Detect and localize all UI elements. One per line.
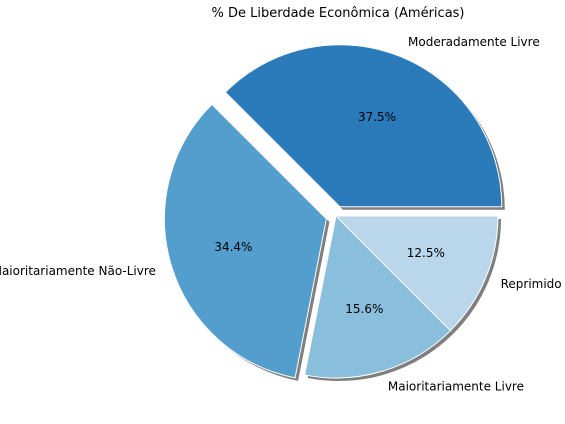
pct-label-maioritariamente-nao-livre: 34.4% (214, 240, 252, 254)
slices-group (163, 44, 503, 379)
chart-title: % De Liberdade Econômica (Américas) (211, 6, 464, 21)
pct-label-reprimido: 12.5% (407, 246, 445, 260)
slice-reprimido (334, 215, 499, 332)
slice-maioritariamente-livre (304, 214, 452, 379)
slice-maioritariamente-nao-livre (163, 103, 327, 379)
pct-label-maioritariamente-livre: 15.6% (345, 302, 383, 316)
labels-group: 37.5% Moderadamente Livre 34.4% Maioritaria… (0, 35, 562, 393)
category-label-maioritariamente-nao-livre: Maioritariamente Não-Livre (0, 264, 156, 278)
pct-label-moderadamente-livre: 37.5% (358, 110, 396, 124)
category-label-reprimido: Reprimido (501, 277, 562, 291)
category-label-moderadamente-livre: Moderadamente Livre (408, 35, 540, 49)
category-label-maioritariamente-livre: Maioritariamente Livre (388, 380, 524, 394)
slice-moderadamente-livre (224, 44, 503, 208)
